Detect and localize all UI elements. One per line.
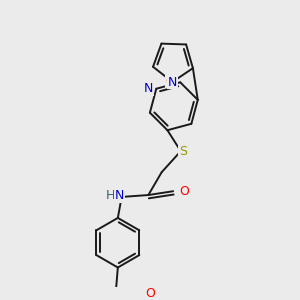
Text: N: N bbox=[168, 76, 177, 89]
Text: O: O bbox=[145, 287, 155, 300]
Text: O: O bbox=[166, 74, 176, 88]
Text: S: S bbox=[179, 145, 187, 158]
Text: H: H bbox=[106, 190, 115, 202]
Text: N: N bbox=[115, 190, 124, 202]
Text: O: O bbox=[180, 185, 190, 198]
Text: N: N bbox=[144, 82, 153, 95]
